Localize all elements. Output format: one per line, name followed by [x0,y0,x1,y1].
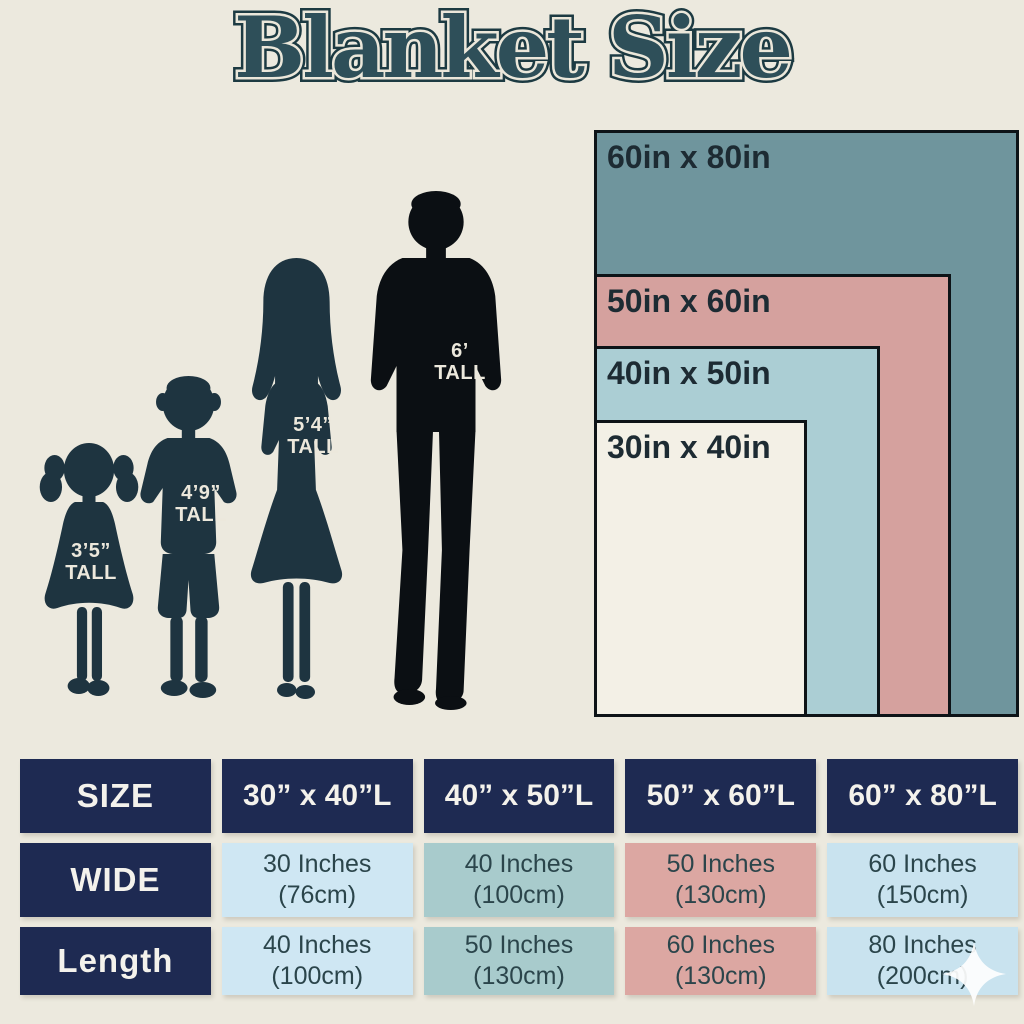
table-header-50x60: 50” x 60”L [625,759,817,833]
page-title-text: Blanket Size [234,0,793,97]
boy-silhouette [135,366,242,706]
table-cell-wide-30x40: 30 Inches (76cm) [221,843,413,917]
cell-line: 40 Inches [464,850,574,878]
cell-line: (130cm) [674,881,767,909]
height-label-man: 6’ TALL [415,340,505,384]
height-tall-word: TALL [287,436,339,458]
page-title-inline: Blanket Size [232,0,796,100]
page-title: Blanket Size Blanket Size Blanket Size [0,0,1024,102]
blanket-rect-30x40-label: 30in x 40in [607,429,771,465]
cell-line: (76cm) [278,881,357,909]
cell-line: 40 Inches [262,931,372,959]
size-table: SIZE 30” x 40”L 40” x 50”L 50” x 60”L 60… [20,759,1018,995]
height-tall-word: TALL [175,504,227,526]
cell-line: 60 Inches [666,931,775,959]
page-title-outline: Blanket Size [229,0,798,102]
table-row-label-wide: WIDE [20,843,211,917]
cell-line: (130cm) [674,962,767,990]
table-header-30x40: 30” x 40”L [221,759,413,833]
cell-line: 80 Inches [868,931,977,959]
height-tall-word: TALL [65,562,117,584]
blanket-rect-40x50-label: 40in x 50in [607,355,771,391]
cell-line: 60 Inches [868,850,977,878]
cell-line: (100cm) [473,881,565,909]
cell-line: 50 Inches [464,931,574,959]
table-cell-length-40x50: 50 Inches (130cm) [423,927,615,995]
height-label-boy: 4’9” TALL [156,482,246,526]
man-silhouette [357,184,515,712]
table-header-size: SIZE [20,759,211,833]
blanket-rect-60x80-label: 60in x 80in [607,139,771,175]
height-value: 4’9” [181,482,221,504]
table-cell-length-30x40: 40 Inches (100cm) [221,927,413,995]
sparkle-icon [942,942,1006,1006]
table-cell-wide-40x50: 40 Inches (100cm) [423,843,615,917]
cell-line: 50 Inches [666,850,775,878]
height-value: 6’ [451,340,469,362]
height-label-girl: 3’5” TALL [46,540,136,584]
table-row-label-length: Length [20,927,211,995]
table-cell-wide-60x80: 60 Inches (150cm) [827,843,1018,917]
table-cell-length-50x60: 60 Inches (130cm) [625,927,817,995]
cell-line: (150cm) [876,881,969,909]
cell-line: (130cm) [473,962,565,990]
height-tall-word: TALL [434,362,486,384]
cell-line: (100cm) [271,962,364,990]
girl-silhouette [36,424,142,702]
table-header-40x50: 40” x 50”L [423,759,615,833]
blanket-rect-50x60-label: 50in x 60in [607,283,771,319]
table-cell-wide-50x60: 50 Inches (130cm) [625,843,817,917]
height-value: 3’5” [71,540,111,562]
table-header-60x80: 60” x 80”L [827,759,1018,833]
blanket-rect-30x40: 30in x 40in [594,420,807,717]
height-value: 5’4” [293,414,333,436]
height-label-woman: 5’4” TALL [268,414,358,458]
cell-line: 30 Inches [262,850,372,878]
woman-silhouette [238,254,355,706]
